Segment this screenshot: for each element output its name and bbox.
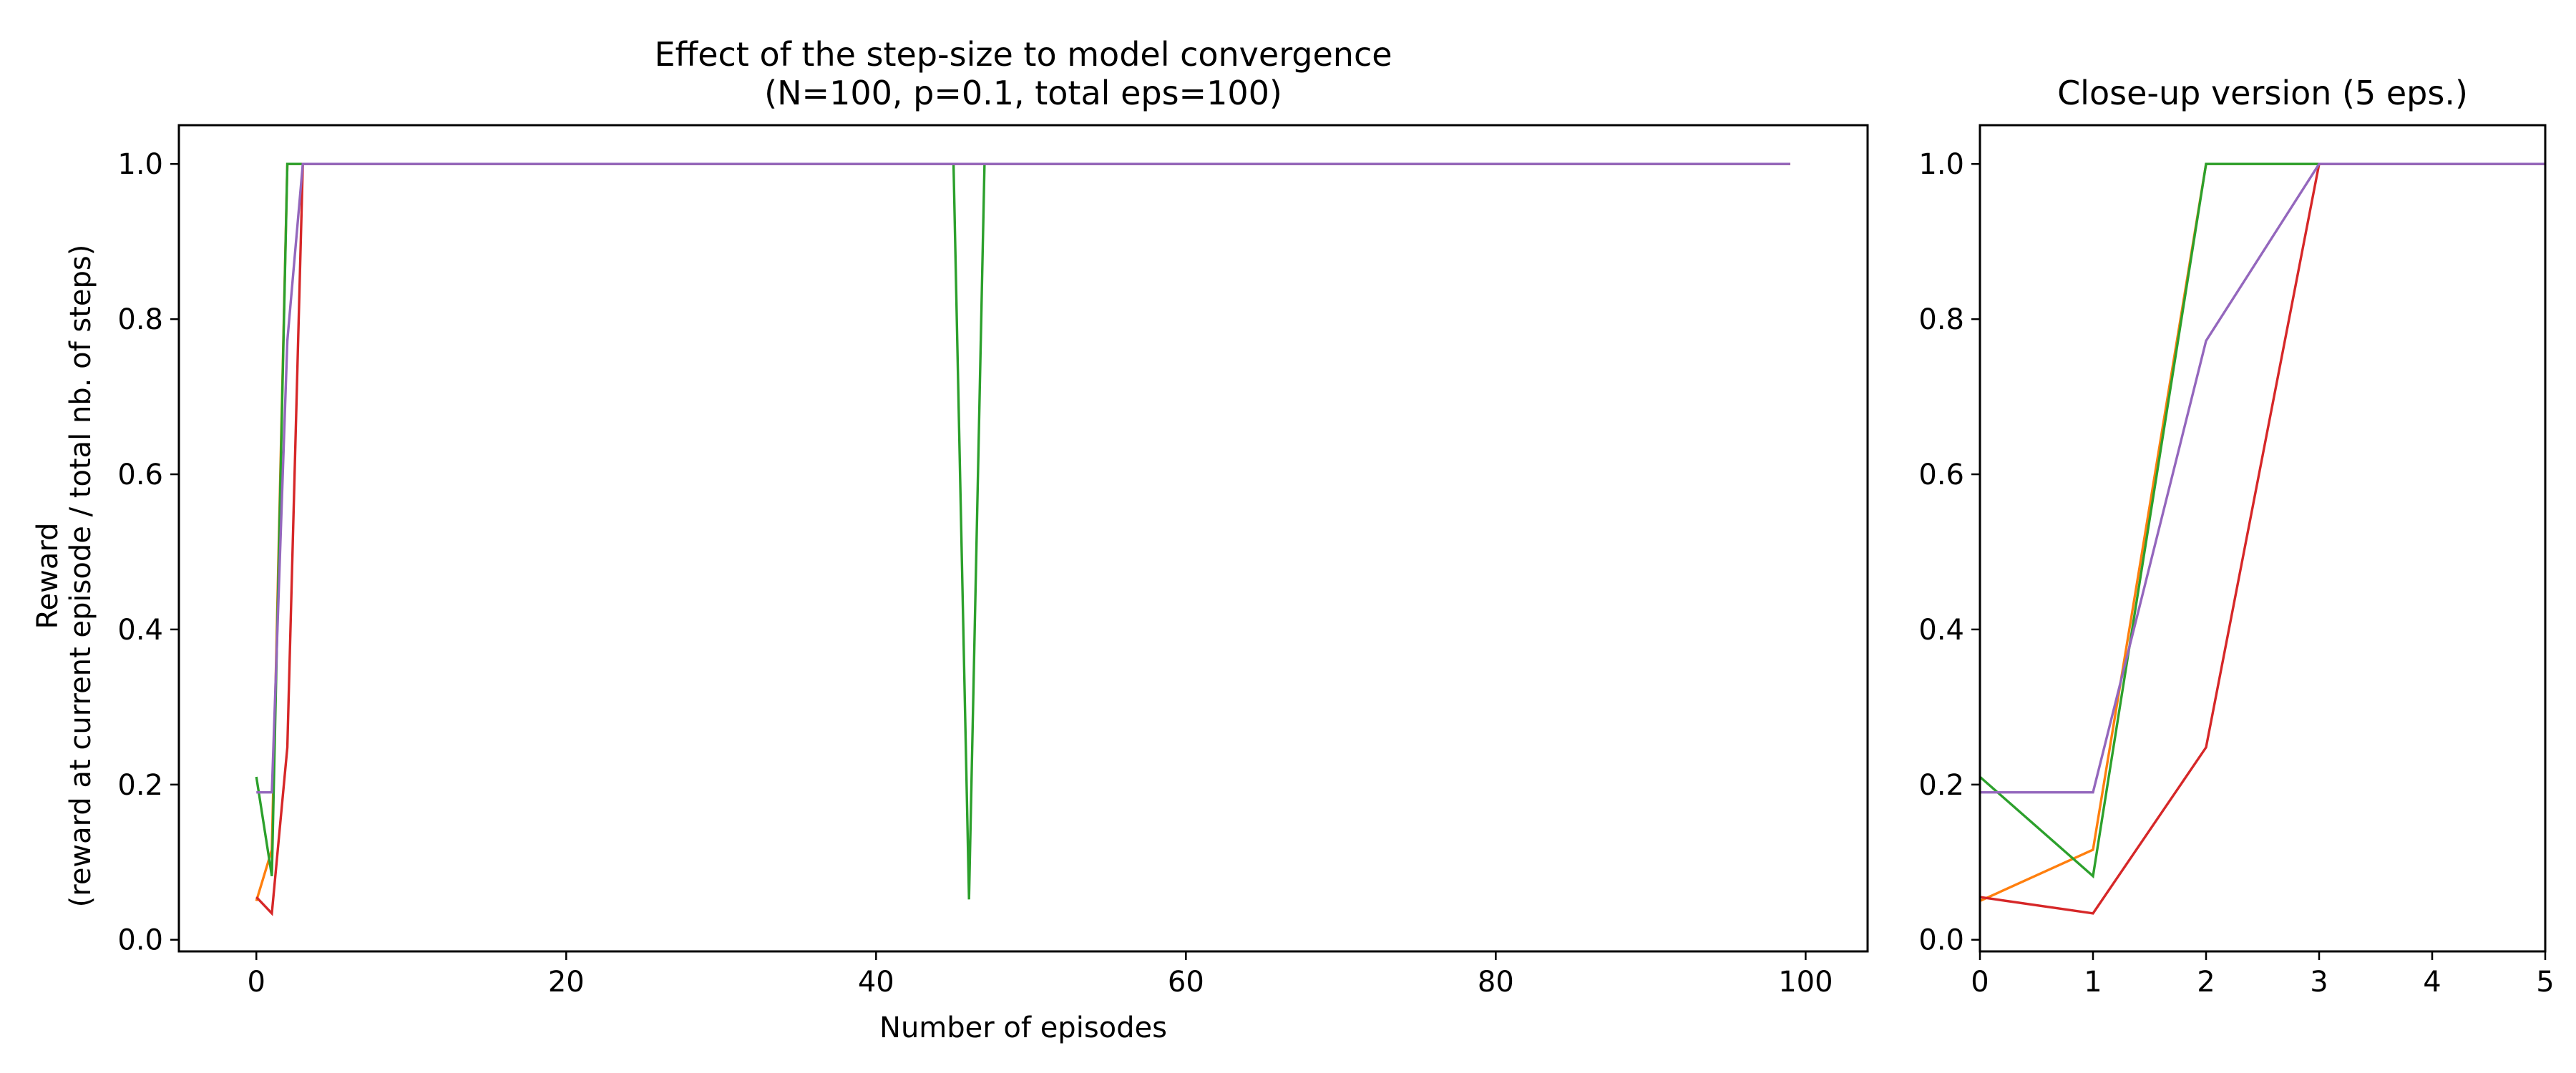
closeup-chart-x-tick-label: 1 [2084, 966, 2102, 999]
main-chart-series-group [255, 162, 1790, 916]
main-chart-y-tick-label: 1.0 [117, 148, 163, 181]
main-chart-y-axis-label: Reward (reward at current episode / tota… [31, 245, 97, 908]
main-chart-x-tick-label: 100 [1778, 966, 1833, 999]
closeup-chart-ticks-group: 0 1 2 3 4 5 0.0 0.2 0.4 0.6 0.8 1.0 [1918, 148, 2554, 999]
main-chart-series-line-purple [256, 162, 1790, 794]
main-chart-series-line-red [255, 162, 1790, 916]
main-chart-y-tick-label: 0.0 [117, 924, 163, 957]
closeup-chart-y-tick-label: 1.0 [1918, 148, 1964, 181]
main-chart-x-tick-label: 0 [248, 966, 265, 999]
main-chart-x-tick-label: 60 [1168, 966, 1204, 999]
closeup-chart-plot-frame [1979, 124, 2547, 953]
main-chart-title-line-1: Effect of the step-size to model converg… [654, 35, 1392, 74]
closeup-chart-series-line-orange [1980, 162, 2545, 903]
main-chart-y-axis-label-line-1: Reward [31, 523, 64, 629]
closeup-chart-y-tick-label: 0.6 [1918, 459, 1964, 491]
closeup-chart-series-line-purple [1980, 162, 2545, 794]
closeup-chart-x-tick-label: 4 [2423, 966, 2441, 999]
main-chart-panel: Effect of the step-size to model converg… [31, 35, 1869, 1044]
main-chart-y-tick-label: 0.6 [117, 459, 163, 491]
main-chart-x-axis-label: Number of episodes [879, 1011, 1167, 1044]
closeup-chart-y-tick-label: 0.2 [1918, 769, 1964, 802]
closeup-chart-series-line-green [1980, 162, 2545, 879]
main-chart-y-tick-label: 0.8 [117, 303, 163, 336]
main-chart-x-tick-label: 40 [858, 966, 894, 999]
main-chart-title-line-2: (N=100, p=0.1, total eps=100) [764, 74, 1282, 112]
closeup-chart-x-tick-label: 3 [2310, 966, 2328, 999]
main-chart-plot-frame [177, 124, 1869, 953]
closeup-chart-x-tick-label: 5 [2536, 966, 2554, 999]
main-chart-y-tick-label: 0.4 [117, 614, 163, 647]
closeup-chart-panel: Close-up version (5 eps.) 0 1 2 3 4 5 0.0 0.2 0.… [1918, 74, 2554, 999]
closeup-chart-x-tick-label: 0 [1971, 966, 1989, 999]
main-chart-y-axis-label-line-2: (reward at current episode / total nb. o… [64, 245, 97, 908]
main-chart-y-tick-label: 0.2 [117, 769, 163, 802]
main-chart-x-tick-label: 20 [548, 966, 585, 999]
main-chart-series-line-orange [255, 162, 1790, 902]
closeup-chart-y-tick-label: 0.4 [1918, 614, 1964, 647]
closeup-chart-x-tick-label: 2 [2197, 966, 2215, 999]
closeup-chart-series-group [1980, 162, 2545, 915]
main-chart-ticks-group: 0 20 40 60 80 100 0.0 0.2 0.4 0.6 0.8 1.0 [117, 148, 1833, 999]
closeup-chart-title: Close-up version (5 eps.) [2057, 74, 2468, 112]
closeup-chart-y-tick-label: 0.8 [1918, 303, 1964, 336]
main-chart-x-tick-label: 80 [1478, 966, 1514, 999]
main-chart-series-line-green [255, 162, 1790, 900]
closeup-chart-y-tick-label: 0.0 [1918, 924, 1964, 957]
closeup-chart-series-line-red [1980, 162, 2545, 915]
